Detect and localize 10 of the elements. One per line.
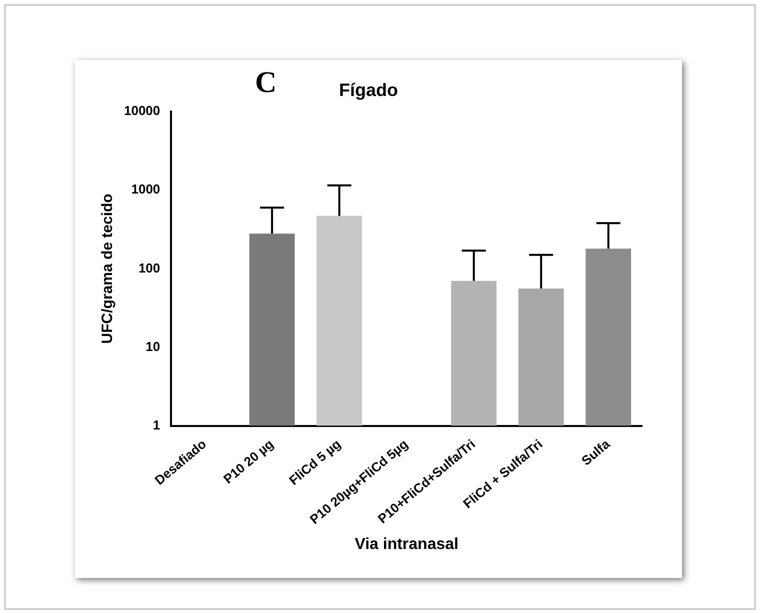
y-tick-label: 1000 [131, 182, 160, 197]
x-axis-title: Via intranasal [354, 536, 458, 553]
y-tick-label: 1 [152, 417, 160, 432]
y-tick-label: 100 [138, 260, 160, 276]
x-tick-label: P10 20 µg [220, 436, 276, 487]
y-tick-label: 10 [146, 338, 160, 354]
text: C [255, 66, 277, 100]
y-axis-title: UFC/grama de tecido [99, 194, 116, 344]
y-tick-label: 10000 [124, 103, 160, 118]
chart-title: Fígado [339, 80, 398, 100]
